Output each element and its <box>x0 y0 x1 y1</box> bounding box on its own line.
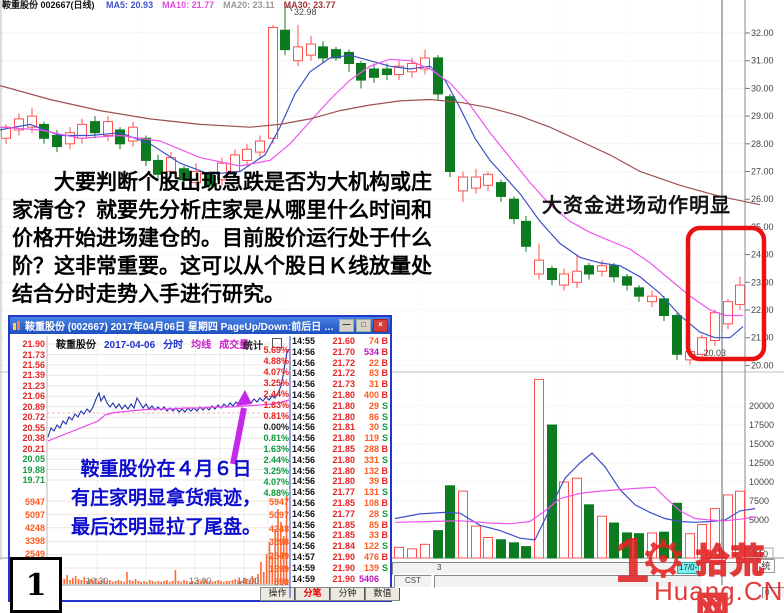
inset-tab-bar: 操作 分笔 分钟 数值 <box>260 587 400 601</box>
svg-text:17500: 17500 <box>749 420 774 430</box>
ma-indicator-3: MA30: 23.77 <box>283 0 336 10</box>
window-titlebar[interactable]: 鞍重股份 (002667) 2017年04月06日 星期四 PageUp/Dow… <box>10 317 390 334</box>
svg-text:10000: 10000 <box>749 477 774 487</box>
svg-text:20.00: 20.00 <box>751 360 774 370</box>
window-icon <box>13 320 20 330</box>
ma-indicator-1: MA10: 21.77 <box>162 0 215 10</box>
figure-number-badge: 1 <box>10 557 62 613</box>
inset-blue-note: 鞍重股份在４月６日 有庄家明显拿货痕迹， 最后还明显拉了尾盘。 <box>56 455 276 542</box>
blue-note-line: 最后还明显拉了尾盘。 <box>70 516 261 538</box>
inset-tab-0[interactable]: 操作 <box>260 587 295 601</box>
svg-text:20000: 20000 <box>749 401 774 411</box>
candlestick-series <box>1 5 745 365</box>
svg-text:27.00: 27.00 <box>751 167 774 177</box>
low-price-label: ← 20.03 <box>692 348 726 358</box>
svg-text:28.00: 28.00 <box>751 139 774 149</box>
inset-tab-2[interactable]: 分钟 <box>330 587 365 601</box>
svg-text:30.00: 30.00 <box>751 83 774 93</box>
blue-note-line: 鞍重股份在４月６日 <box>80 458 252 480</box>
minimize-button[interactable]: — <box>339 319 354 332</box>
volume-ma-magenta <box>394 486 756 525</box>
inset-tab-1[interactable]: 分笔 <box>295 587 330 601</box>
chart-header: 鞍重股份 002667(日线) MA5: 20.93 MA10: 21.77 MA2… <box>2 0 345 11</box>
big-money-note: 大资金进场动作明显 <box>542 193 731 217</box>
window-title: 鞍重股份 (002667) 2017年04月06日 星期四 PageUp/Dow… <box>25 322 337 333</box>
svg-text:29.00: 29.00 <box>751 111 774 121</box>
ma-indicator-0: MA5: 20.93 <box>106 0 154 10</box>
maximize-button[interactable]: □ <box>356 319 371 332</box>
svg-text:31.00: 31.00 <box>751 56 774 66</box>
ma-indicator-2: MA20: 23.11 <box>223 0 275 10</box>
svg-text:26.00: 26.00 <box>751 194 774 204</box>
stock-title: 鞍重股份 002667(日线) <box>2 0 95 10</box>
peak-price-label: 32.98 <box>294 7 317 17</box>
svg-text:15000: 15000 <box>749 439 774 449</box>
blue-note-line: 有庄家明显拿货痕迹， <box>70 487 261 509</box>
inset-tab-3[interactable]: 数值 <box>365 587 400 601</box>
highlight-red-box <box>685 225 767 362</box>
svg-text:7500: 7500 <box>749 496 769 506</box>
analysis-paragraph: 大要判断个股出现急跌是否为大机构或庄家清仓？就要先分析庄家是从哪里什么时间和价格… <box>12 169 432 306</box>
ma5-line <box>0 54 744 339</box>
volume-panel: 20000 17500 15000 12500 10000 7500 5000 <box>394 378 774 559</box>
svg-text:25.00: 25.00 <box>751 222 774 232</box>
ma30-line <box>0 85 761 206</box>
svg-text:32.00: 32.00 <box>751 28 774 38</box>
close-button[interactable]: × <box>373 319 388 332</box>
svg-text:5000: 5000 <box>749 515 769 525</box>
svg-text:12500: 12500 <box>749 458 774 468</box>
volume-unit-label: X10 <box>752 549 768 559</box>
ma10-line <box>0 58 743 317</box>
